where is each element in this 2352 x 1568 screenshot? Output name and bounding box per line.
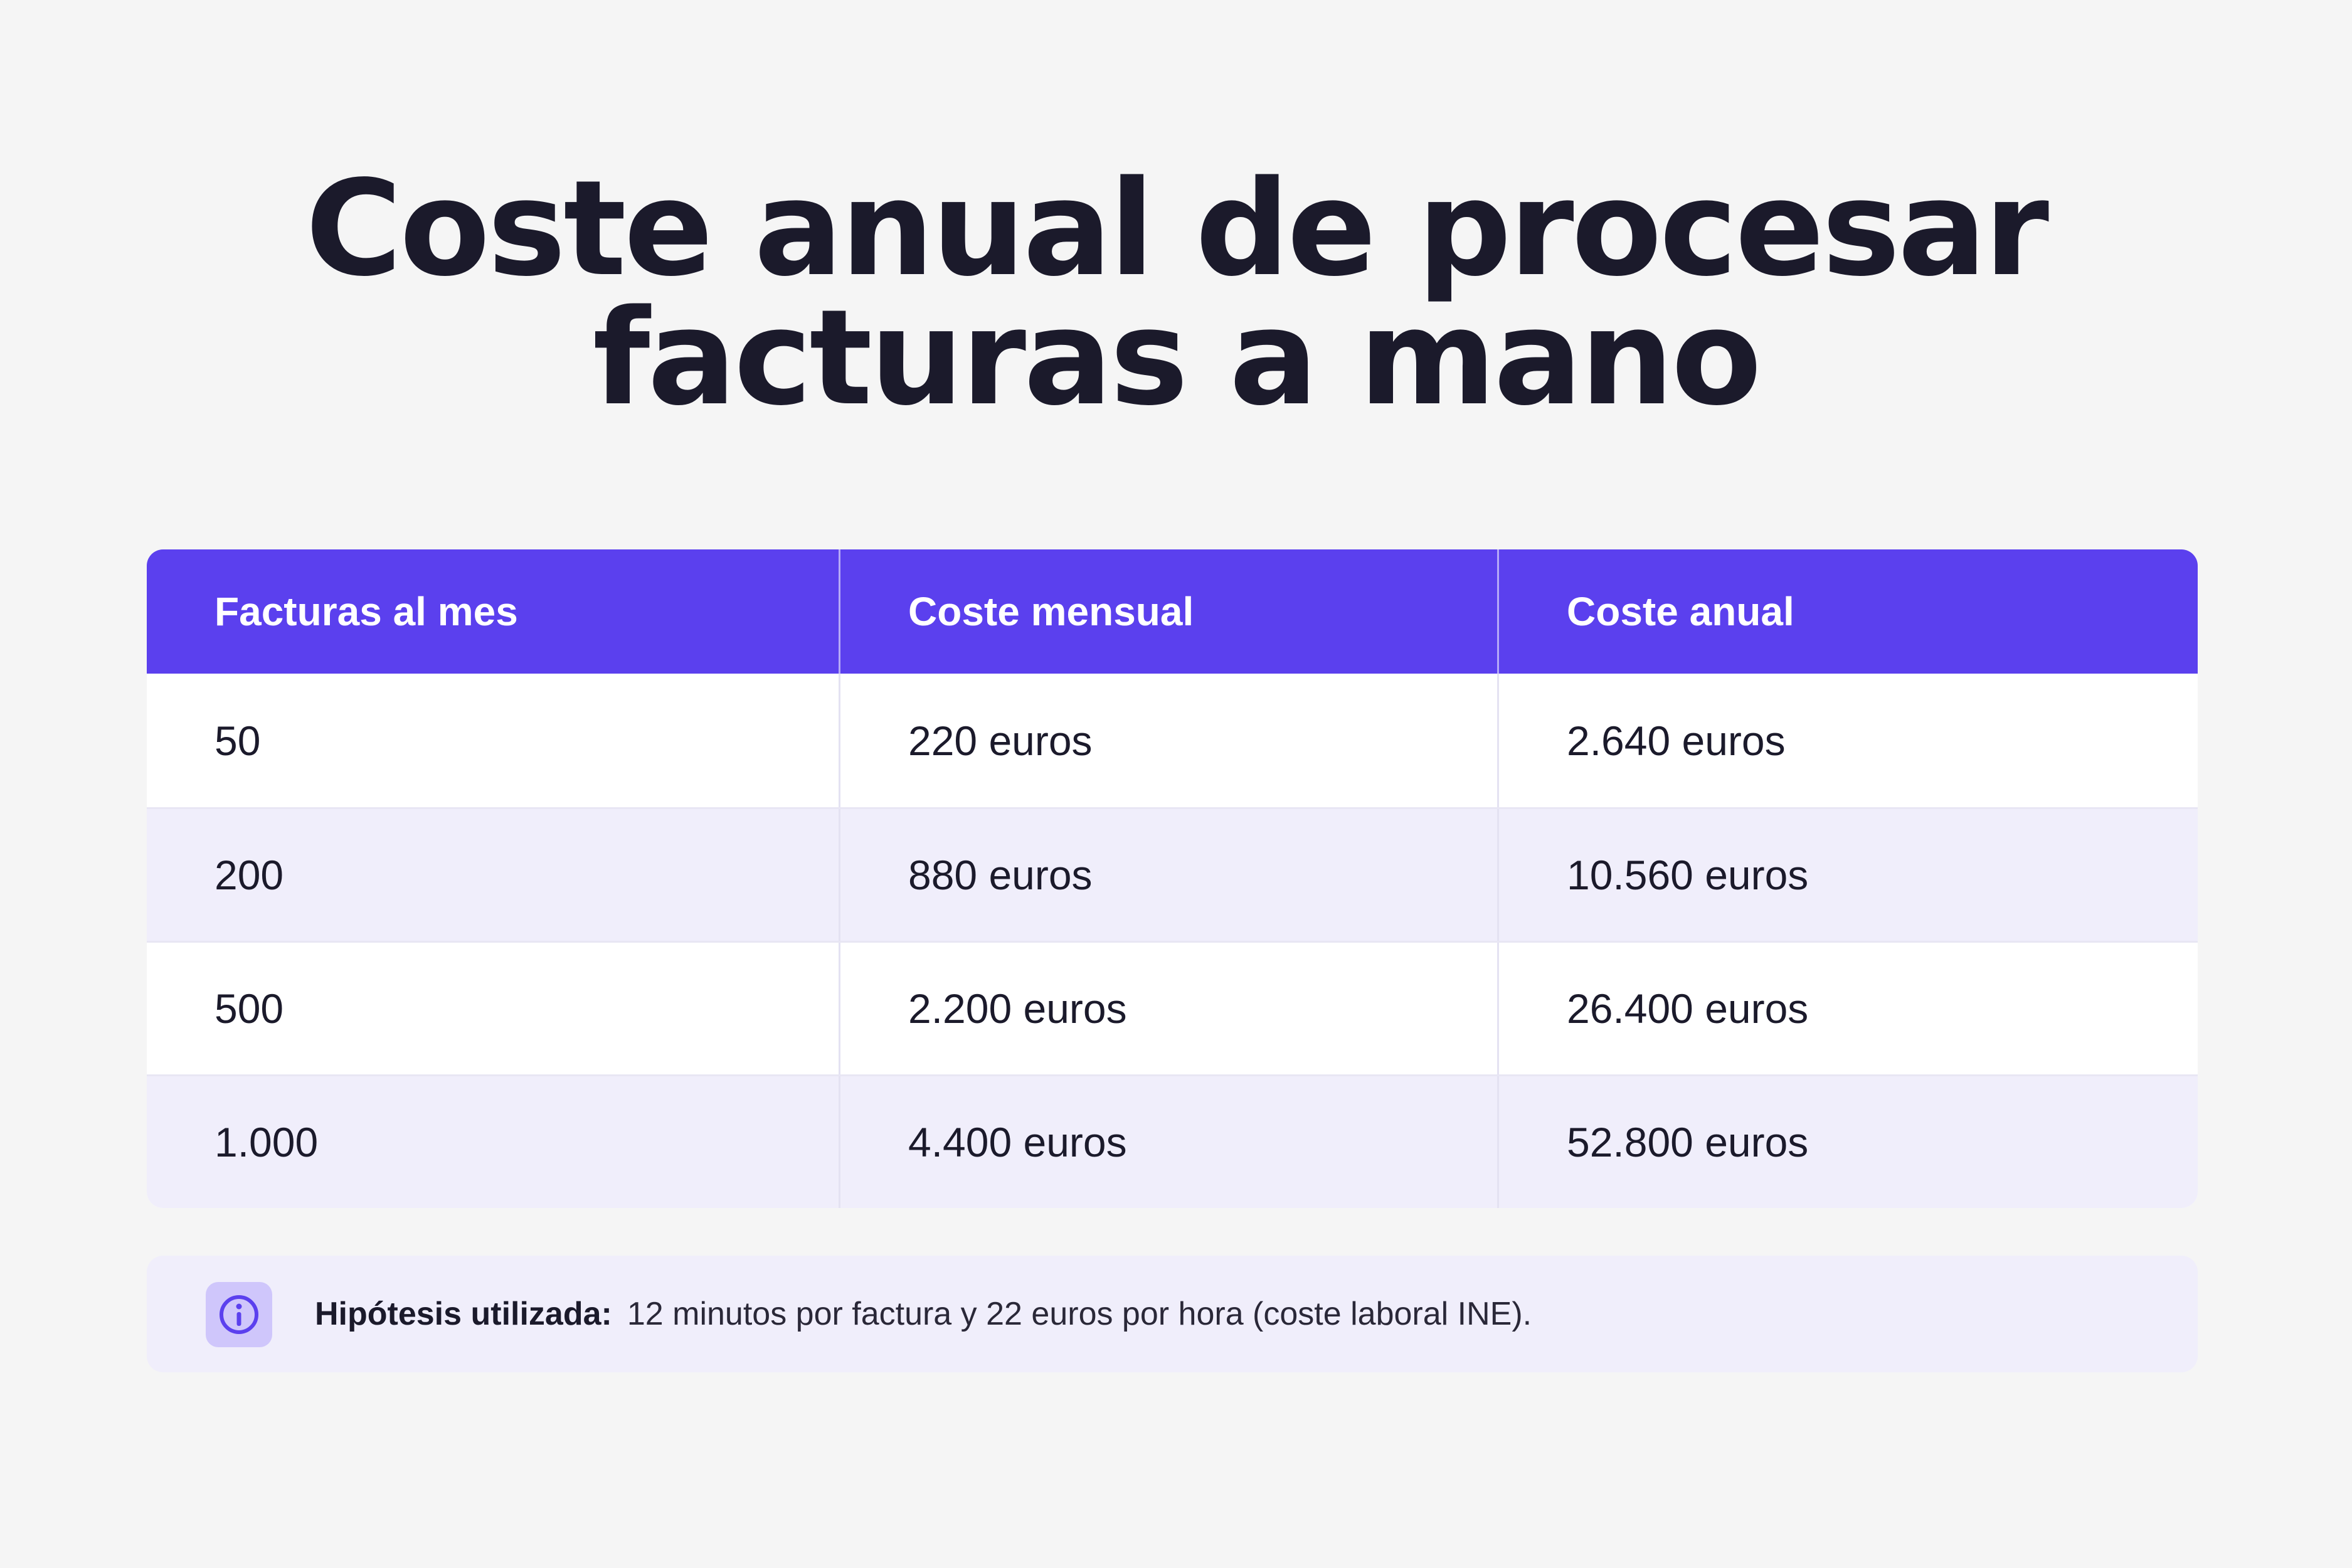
cell-coste-anual: 26.400 euros (1567, 985, 1809, 1032)
table-row: 500 2.200 euros 26.400 euros (147, 941, 2198, 1074)
table-row: 1.000 4.400 euros 52.800 euros (147, 1074, 2198, 1208)
table-header: Facturas al mes Coste mensual Coste anua… (147, 549, 2198, 674)
title-line-2: facturas a mano (593, 281, 1762, 435)
note-label: Hipótesis utilizada: (315, 1296, 612, 1332)
cell-coste-anual: 10.560 euros (1567, 852, 1809, 898)
cell-facturas: 50 (147, 674, 840, 807)
cost-table: Facturas al mes Coste mensual Coste anua… (147, 549, 2198, 1208)
table-row: 200 880 euros 10.560 euros (147, 807, 2198, 941)
cell-coste-anual: 2.640 euros (1567, 717, 1786, 764)
column-header-facturas: Facturas al mes (147, 549, 840, 674)
cell-coste-mensual: 880 euros (840, 809, 1499, 941)
cell-coste-mensual: 2.200 euros (840, 943, 1499, 1074)
title-line-1: Coste anual de procesar (305, 152, 2049, 305)
cell-coste-mensual: 4.400 euros (840, 1076, 1499, 1208)
note-body: 12 minutos por factura y 22 euros por ho… (627, 1296, 1532, 1332)
cell-facturas: 1.000 (147, 1076, 840, 1208)
assumption-note: Hipótesis utilizada: 12 minutos por fact… (147, 1256, 2198, 1372)
column-header-coste-anual: Coste anual (1567, 589, 1794, 634)
page-title: Coste anual de procesar facturas a mano (0, 152, 2352, 435)
info-icon (206, 1282, 272, 1347)
cell-facturas: 500 (147, 943, 840, 1074)
cell-coste-anual: 52.800 euros (1567, 1119, 1809, 1165)
cell-facturas: 200 (147, 809, 840, 941)
table-row: 50 220 euros 2.640 euros (147, 674, 2198, 807)
column-header-coste-mensual: Coste mensual (840, 549, 1499, 674)
cell-coste-mensual: 220 euros (840, 674, 1499, 807)
note-text: Hipótesis utilizada: 12 minutos por fact… (315, 1256, 1532, 1372)
